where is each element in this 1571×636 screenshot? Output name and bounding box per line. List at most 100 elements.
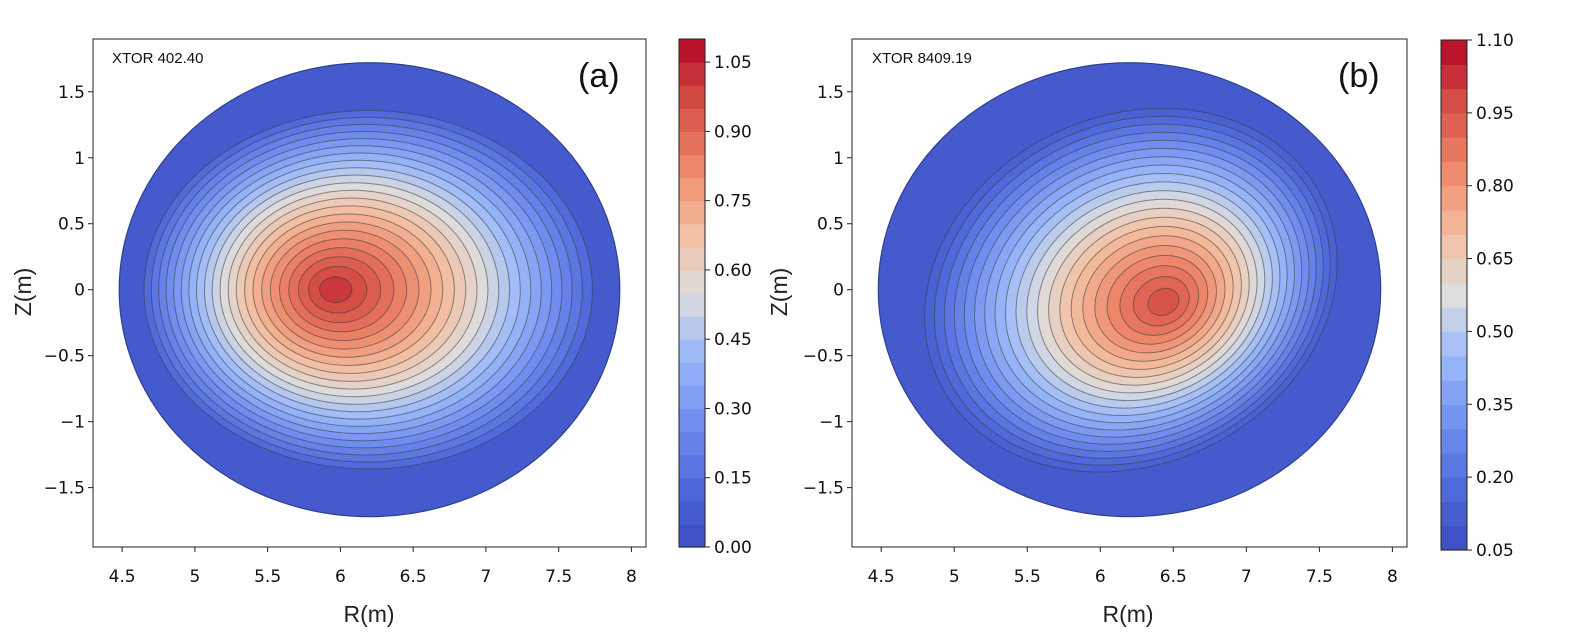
colorbar-segment xyxy=(1441,307,1467,333)
y-tick-label: 0 xyxy=(74,281,85,301)
x-tick-label: 7.5 xyxy=(1306,567,1333,587)
colorbar-segment xyxy=(1441,501,1467,527)
colorbar-segment xyxy=(679,339,705,363)
colorbar-segment xyxy=(679,362,705,386)
colorbar-b: 0.05 0.20 0.35 0.50 0.65 0.80 0.95 1.10 xyxy=(1440,31,1514,561)
y-tick-label: 0.5 xyxy=(58,215,85,235)
contour-level xyxy=(1147,287,1180,317)
colorbar-segment xyxy=(1441,137,1467,163)
colorbar-tick-label: 0.95 xyxy=(1476,104,1514,124)
colorbar-tick-label: 0.75 xyxy=(714,192,752,212)
colorbar-tick-label: 0.90 xyxy=(714,122,752,142)
colorbar-segment xyxy=(1441,40,1467,65)
x-axis-b: 4.5 5 5.5 6 6.5 7 7.5 8 xyxy=(868,547,1398,587)
contour-field-a xyxy=(118,62,621,518)
colorbar-segment xyxy=(679,408,705,433)
colorbar-segment xyxy=(1441,210,1467,235)
colorbar-tick-label: 0.35 xyxy=(1476,395,1514,415)
colorbar-a: 0.00 0.15 0.30 0.45 0.60 0.75 0.90 1.05 xyxy=(678,38,752,558)
y-axis-b: 1.5 1 0.5 0 −0.5 −1 −1.5 xyxy=(803,83,852,499)
x-tick-label: 7 xyxy=(481,567,492,587)
x-axis-label-b: R(m) xyxy=(1102,601,1153,627)
x-tick-label: 6.5 xyxy=(400,567,427,587)
y-tick-label: 0 xyxy=(833,281,844,301)
colorbar-segment xyxy=(1441,282,1467,308)
colorbar-segment xyxy=(1441,355,1467,381)
y-tick-label: −1 xyxy=(60,413,85,433)
contour-field-b xyxy=(877,62,1382,518)
y-tick-label: 1 xyxy=(833,149,844,169)
colorbar-segment xyxy=(1441,477,1467,503)
colorbar-segment xyxy=(1441,452,1467,478)
panel-label-b: (b) xyxy=(1338,57,1380,95)
colorbar-tick-label: 0.15 xyxy=(714,469,752,489)
colorbar-segment xyxy=(679,62,705,86)
y-tick-label: −0.5 xyxy=(44,347,85,367)
colorbar-tick-label: 1.05 xyxy=(714,53,752,73)
colorbar-segment xyxy=(1441,525,1467,551)
colorbar-segment xyxy=(679,223,705,248)
x-tick-label: 8 xyxy=(626,567,637,587)
y-tick-label: 1 xyxy=(74,149,85,169)
colorbar-segment xyxy=(679,108,705,132)
colorbar-segment xyxy=(1441,64,1467,90)
colorbar-segment xyxy=(1441,258,1467,284)
colorbar-tick-label: 1.10 xyxy=(1476,31,1514,51)
colorbar-tick-label: 0.65 xyxy=(1476,250,1514,270)
x-tick-label: 7.5 xyxy=(545,567,572,587)
annotation-b: XTOR 8409.19 xyxy=(872,50,972,67)
colorbar-segment xyxy=(679,385,705,410)
x-tick-label: 4.5 xyxy=(868,567,895,587)
colorbar-segment xyxy=(679,131,705,156)
colorbar-segment xyxy=(679,200,705,225)
colorbar-segment xyxy=(679,85,705,109)
annotation-a: XTOR 402.40 xyxy=(112,50,203,67)
colorbar-segment xyxy=(679,269,705,294)
contour-level xyxy=(319,276,353,304)
colorbar-segment xyxy=(1441,185,1467,211)
panel-label-a: (a) xyxy=(578,57,620,95)
colorbar-segment xyxy=(679,431,705,456)
colorbar-segment xyxy=(679,316,705,340)
y-tick-label: −1.5 xyxy=(44,479,85,499)
colorbar-segment xyxy=(679,523,705,548)
colorbar-segment xyxy=(1441,380,1467,405)
y-tick-label: 1.5 xyxy=(817,83,844,103)
colorbar-segment xyxy=(1441,112,1467,138)
y-axis-label-a: Z(m) xyxy=(10,268,36,317)
colorbar-segment xyxy=(1441,331,1467,357)
colorbar-tick-label: 0.50 xyxy=(1476,322,1514,342)
colorbar-segment xyxy=(1441,404,1467,430)
x-tick-label: 6.5 xyxy=(1160,567,1187,587)
colorbar-segment xyxy=(679,500,705,525)
y-tick-label: −1.5 xyxy=(803,479,844,499)
colorbar-segment xyxy=(1441,88,1467,114)
colorbar-tick-label: 0.05 xyxy=(1476,541,1514,561)
x-tick-label: 8 xyxy=(1387,567,1398,587)
colorbar-segment xyxy=(1441,234,1467,260)
y-tick-label: −0.5 xyxy=(803,347,844,367)
x-tick-label: 4.5 xyxy=(109,567,136,587)
colorbar-tick-label: 0.20 xyxy=(1476,468,1514,488)
colorbar-tick-label: 0.30 xyxy=(714,399,752,419)
colorbar-segment xyxy=(679,177,705,202)
x-tick-label: 5 xyxy=(949,567,960,587)
x-tick-label: 5.5 xyxy=(254,567,281,587)
x-axis-label-a: R(m) xyxy=(343,601,394,627)
panel-a: 4.5 5 5.5 6 6.5 7 7.5 8 1.5 1 0.5 0 −0.5 −1 −1.5 XTOR… xyxy=(10,38,752,627)
colorbar-segment xyxy=(679,246,705,271)
colorbar-tick-label: 0.60 xyxy=(714,261,752,281)
colorbar-segment xyxy=(1441,161,1467,187)
panel-b: 4.5 5 5.5 6 6.5 7 7.5 8 1.510.50−0.5−1−1.5 XTOR… xyxy=(766,31,1514,627)
colorbar-frame xyxy=(678,38,706,548)
x-tick-label: 6 xyxy=(335,567,346,587)
x-tick-label: 5.5 xyxy=(1014,567,1041,587)
colorbar-tick-label: 0.45 xyxy=(714,330,752,350)
colorbar-segment xyxy=(679,39,705,63)
x-tick-label: 5 xyxy=(189,567,200,587)
colorbar-segment xyxy=(679,293,705,317)
y-tick-label: 0.5 xyxy=(817,215,844,235)
colorbar-segment xyxy=(1441,428,1467,454)
colorbar-frame xyxy=(1440,39,1468,551)
